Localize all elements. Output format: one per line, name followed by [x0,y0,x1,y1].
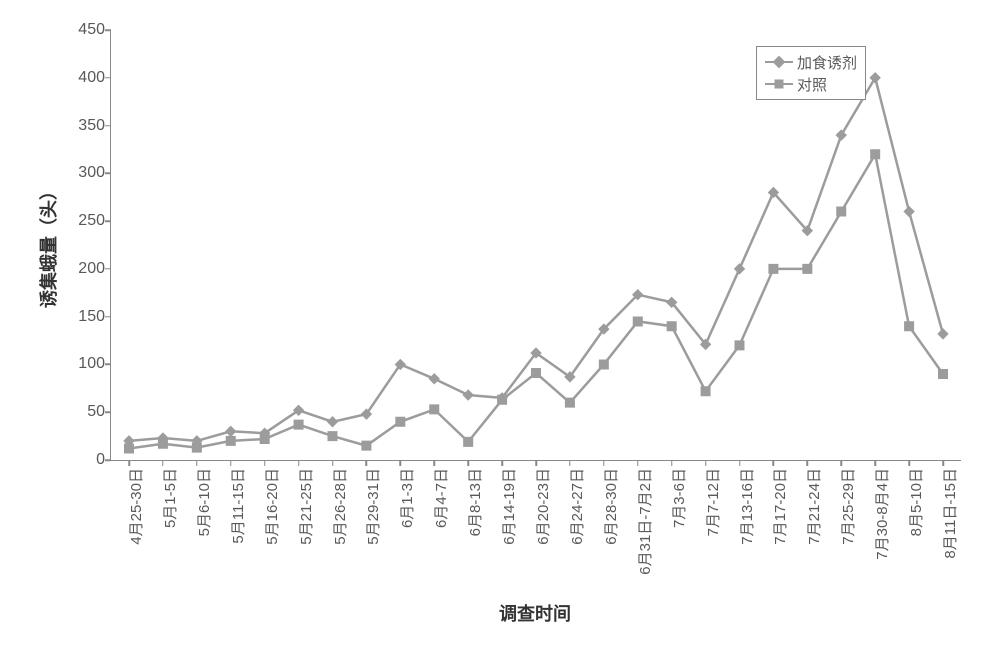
series-marker [498,395,507,404]
series-marker [430,405,439,414]
series-marker [464,437,473,446]
series-marker [837,207,846,216]
x-tick-label: 5月11-15日 [227,460,248,544]
y-tick-mark [105,459,111,461]
legend-row: 对照 [765,73,857,95]
series-marker [260,434,269,443]
series-marker [125,444,134,453]
x-tick-label: 5月26-28日 [329,460,350,545]
x-tick-label: 6月31日-7月2日 [634,460,655,575]
series-marker [362,441,371,450]
x-tick-label: 5月1-5日 [159,460,180,528]
x-tick-label: 7月17-20日 [769,460,790,545]
series-marker [396,417,405,426]
x-tick-label: 6月14-19日 [498,460,519,545]
series-marker [328,417,338,427]
series-marker [565,398,574,407]
legend-line-icon [765,83,793,86]
y-tick-mark [105,268,111,270]
x-tick-label: 4月25-30日 [125,460,146,545]
chart-container: 0501001502002503003504004504月25-30日5月1-5… [20,20,980,632]
x-tick-label: 7月7-12日 [702,460,723,536]
series-marker [429,374,439,384]
x-tick-label: 5月6-10日 [193,460,214,536]
series-marker [158,439,167,448]
x-tick-label: 6月24-27日 [566,460,587,545]
series-marker [532,369,541,378]
y-tick-mark [105,316,111,318]
square-marker-icon [775,80,784,89]
series-marker [294,420,303,429]
series-marker [769,264,778,273]
y-tick-mark [105,411,111,413]
x-tick-label: 7月21-24日 [803,460,824,545]
y-axis-title: 诱集蛾量（头） [35,182,61,308]
series-marker [905,322,914,331]
series-marker [192,443,201,452]
legend-label: 对照 [797,74,827,95]
legend-line-icon [765,61,793,64]
series-marker [803,264,812,273]
series-marker [463,390,473,400]
y-tick-mark [105,125,111,127]
series-marker [701,387,710,396]
x-tick-label: 6月28-30日 [600,460,621,545]
series-marker [226,426,236,436]
x-tick-label: 5月16-20日 [261,460,282,545]
x-tick-label: 6月8-13日 [464,460,485,536]
series-marker [735,341,744,350]
x-tick-label: 6月1-3日 [396,460,417,528]
x-tick-label: 5月21-25日 [295,460,316,545]
series-marker [599,360,608,369]
series-marker [904,207,914,217]
x-tick-label: 8月11日-15日 [939,460,960,559]
series-marker [735,264,745,274]
x-axis-title: 调查时间 [499,600,571,626]
x-tick-label: 6月20-23日 [532,460,553,545]
series-line [129,154,943,448]
series-marker [226,436,235,445]
x-tick-label: 7月25-29日 [837,460,858,545]
x-tick-label: 5月29-31日 [362,460,383,545]
legend-row: 加食诱剂 [765,51,857,73]
y-tick-mark [105,173,111,175]
y-tick-mark [105,77,111,79]
series-marker [938,329,948,339]
series-marker [870,73,880,83]
x-tick-label: 8月5-10日 [905,460,926,536]
y-tick-mark [105,364,111,366]
diamond-marker-icon [773,56,786,69]
x-tick-label: 6月4-7日 [430,460,451,528]
series-marker [871,150,880,159]
series-marker [939,370,948,379]
legend: 加食诱剂对照 [756,46,866,100]
series-line [129,78,943,441]
y-tick-mark [105,29,111,31]
series-marker [633,317,642,326]
y-tick-mark [105,220,111,222]
series-marker [328,432,337,441]
x-tick-label: 7月13-16日 [736,460,757,545]
legend-label: 加食诱剂 [797,52,857,73]
x-tick-label: 7月3-6日 [668,460,689,528]
series-marker [667,322,676,331]
x-tick-label: 7月30-8月4日 [871,460,892,560]
